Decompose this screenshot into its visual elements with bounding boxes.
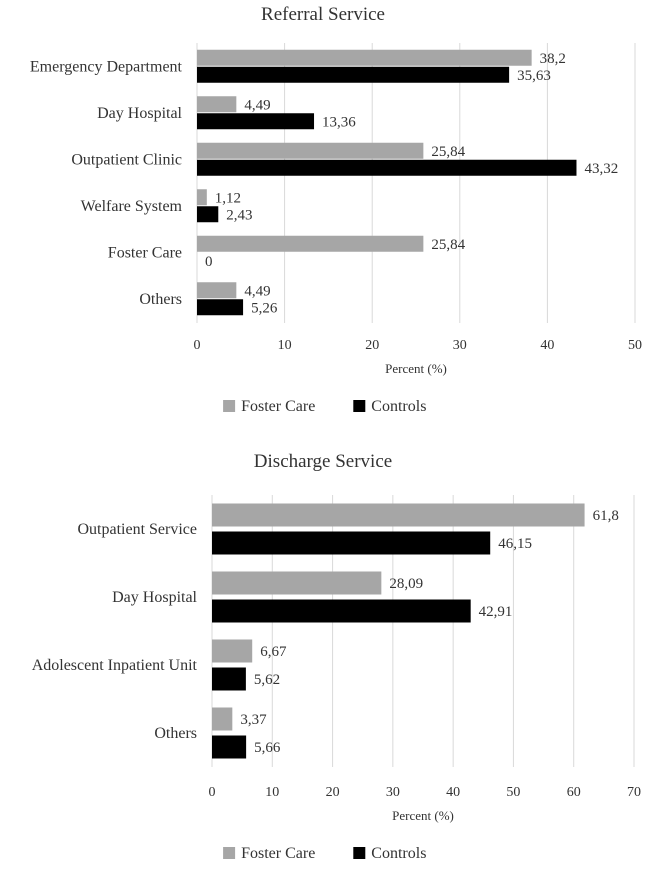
category-label-outpatient-clinic: Outpatient Clinic	[71, 151, 182, 168]
data-label-foster-care-welfare-system: 1,12	[215, 190, 241, 206]
category-label-outpatient-service: Outpatient Service	[77, 521, 197, 538]
data-label-controls-welfare-system: 2,43	[226, 207, 252, 223]
legend-swatch-foster-care	[223, 400, 236, 412]
bar-foster-care-adolescent-inpatient-unit	[212, 639, 253, 663]
data-label-controls-outpatient-service: 46,15	[498, 536, 532, 552]
bar-foster-care-foster-care	[197, 235, 424, 252]
data-label-foster-care-adolescent-inpatient-unit: 6,67	[260, 644, 287, 660]
data-label-controls-others: 5,26	[251, 300, 278, 316]
legend: Foster Care Controls	[223, 398, 426, 415]
bar-foster-care-others	[212, 707, 233, 731]
legend-label-controls: Controls	[371, 398, 426, 415]
bar-controls-welfare-system	[197, 206, 219, 223]
bar-controls-outpatient-service	[212, 531, 491, 555]
x-tick-label: 20	[365, 338, 379, 353]
legend: Foster Care Controls	[223, 845, 426, 862]
legend-swatch-controls	[353, 847, 366, 859]
x-tick-label: 20	[326, 785, 340, 800]
data-label-controls-day-hospital: 42,91	[479, 604, 513, 620]
x-axis-title: Percent (%)	[392, 808, 454, 823]
category-label-day-hospital: Day Hospital	[97, 105, 182, 122]
referral-service-chart: Referral Service 0 10 20 30 40 50 Percent (%) Em…	[30, 4, 642, 415]
bar-foster-care-others	[197, 282, 237, 299]
x-tick-label: 10	[265, 785, 279, 800]
data-label-controls-outpatient-clinic: 43,32	[584, 161, 618, 177]
x-axis-title: Percent (%)	[385, 361, 447, 376]
category-label-day-hospital: Day Hospital	[112, 589, 197, 606]
x-tick-label: 40	[446, 785, 460, 800]
bar-controls-day-hospital	[212, 599, 471, 623]
bar-controls-outpatient-clinic	[197, 159, 577, 176]
x-tick-label: 50	[628, 338, 642, 353]
x-tick-label: 60	[567, 785, 581, 800]
x-tick-label: 40	[540, 338, 554, 353]
x-tick-label: 0	[194, 338, 201, 353]
x-tick-label: 10	[278, 338, 292, 353]
data-label-foster-care-emergency-department: 38,2	[540, 51, 566, 67]
bar-controls-others	[212, 735, 247, 759]
data-label-controls-day-hospital: 13,36	[322, 114, 356, 130]
bar-foster-care-outpatient-service	[212, 503, 585, 527]
bar-foster-care-outpatient-clinic	[197, 142, 424, 159]
data-label-controls-foster-care: 0	[205, 254, 213, 270]
x-tick-label: 50	[506, 785, 520, 800]
legend-swatch-controls	[353, 400, 366, 412]
chart-title: Discharge Service	[254, 451, 392, 472]
data-label-foster-care-day-hospital: 4,49	[244, 97, 270, 113]
bar-controls-emergency-department	[197, 66, 510, 83]
bar-foster-care-day-hospital	[212, 571, 382, 595]
data-label-foster-care-others: 3,37	[240, 712, 267, 728]
bar-controls-adolescent-inpatient-unit	[212, 667, 246, 691]
category-label-others: Others	[139, 291, 182, 308]
data-label-controls-others: 5,66	[254, 740, 281, 756]
bar-foster-care-day-hospital	[197, 96, 237, 113]
bar-controls-others	[197, 299, 244, 316]
data-label-controls-emergency-department: 35,63	[517, 68, 551, 84]
x-tick-label: 30	[453, 338, 467, 353]
category-label-others: Others	[154, 725, 197, 742]
bar-foster-care-emergency-department	[197, 49, 532, 66]
data-label-foster-care-day-hospital: 28,09	[389, 576, 423, 592]
category-label-foster-care: Foster Care	[108, 244, 182, 261]
category-label-adolescent-inpatient-unit: Adolescent Inpatient Unit	[32, 657, 198, 674]
legend-label-controls: Controls	[371, 845, 426, 862]
discharge-service-chart: Discharge Service 0 10 20 30 40 50 60 70 Percent …	[32, 451, 641, 862]
legend-label-foster-care: Foster Care	[241, 845, 315, 862]
x-tick-label: 0	[209, 785, 216, 800]
data-label-controls-adolescent-inpatient-unit: 5,62	[254, 672, 280, 688]
bar-controls-day-hospital	[197, 113, 315, 130]
legend-swatch-foster-care	[223, 847, 236, 859]
bar-foster-care-welfare-system	[197, 189, 207, 206]
data-label-foster-care-outpatient-service: 61,8	[593, 508, 619, 524]
data-label-foster-care-foster-care: 25,84	[431, 237, 465, 253]
x-tick-label: 70	[627, 785, 641, 800]
data-label-foster-care-others: 4,49	[244, 283, 270, 299]
legend-label-foster-care: Foster Care	[241, 398, 315, 415]
data-label-foster-care-outpatient-clinic: 25,84	[431, 144, 465, 160]
category-label-welfare-system: Welfare System	[81, 198, 183, 215]
chart-title: Referral Service	[261, 4, 385, 25]
x-tick-label: 30	[386, 785, 400, 800]
category-label-emergency-department: Emergency Department	[30, 58, 183, 75]
